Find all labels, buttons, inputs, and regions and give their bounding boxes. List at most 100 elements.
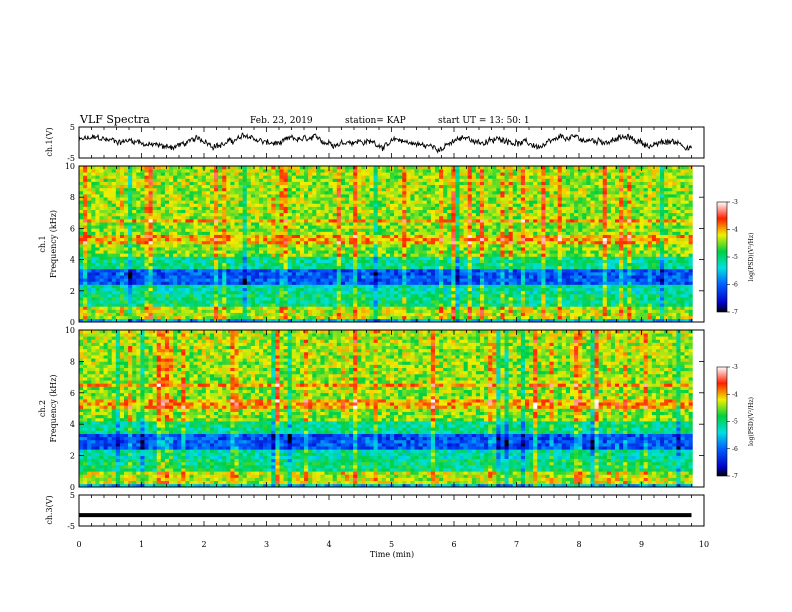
spectrogram-cell	[578, 247, 583, 251]
spectrogram-cell	[353, 287, 358, 292]
spectrogram-cell	[107, 300, 113, 304]
spectrogram-cell	[136, 265, 141, 270]
spectrogram-cell	[631, 287, 636, 292]
spectrogram-cell	[451, 240, 456, 245]
spectrogram-cell	[242, 234, 248, 239]
spectrogram-cell	[197, 219, 203, 223]
spectrogram-cell	[361, 250, 366, 254]
spectrogram-cell	[627, 234, 632, 239]
spectrogram-cell	[570, 284, 575, 288]
spectrogram-cell	[639, 268, 644, 273]
spectrogram-cell	[422, 253, 428, 257]
spectrogram-cell	[312, 231, 317, 235]
spectrogram-cell	[426, 293, 432, 298]
spectrogram-cell	[189, 259, 194, 264]
spectrogram-cell	[177, 303, 182, 307]
spectrogram-cell	[169, 306, 174, 310]
spectrogram-cell	[144, 222, 149, 226]
spectrogram-cell	[561, 281, 567, 285]
spectrogram-cell	[422, 318, 428, 323]
spectrogram-cell	[373, 219, 378, 223]
spectrogram-cell	[406, 228, 411, 232]
spectrogram-cell	[631, 303, 636, 307]
spectrogram-cell	[459, 290, 464, 295]
spectrogram-cell	[267, 225, 272, 229]
spectrogram-cell	[209, 222, 215, 226]
spectrogram-cell	[214, 293, 219, 298]
spectrogram-cell	[430, 290, 436, 295]
spectrogram-cell	[369, 318, 374, 323]
spectrogram-cell	[586, 309, 591, 313]
spectrogram-cell	[279, 268, 284, 273]
spectrogram-cell	[254, 253, 260, 257]
spectrogram-cell	[479, 265, 485, 270]
spectrogram-cell	[254, 259, 260, 264]
spectrogram-cell	[565, 268, 571, 273]
spectrogram-cell	[328, 219, 333, 223]
spectrogram-cell	[635, 297, 640, 301]
spectrogram-cell	[369, 275, 374, 279]
spectrogram-cell	[639, 247, 644, 251]
spectrogram-cell	[148, 253, 153, 257]
spectrogram-cell	[606, 278, 612, 282]
spectrogram-cell	[185, 281, 190, 285]
spectrogram-cell	[144, 281, 149, 285]
spectrogram-cell	[332, 228, 338, 232]
spectrogram-cell	[83, 253, 88, 257]
spectrogram-cell	[439, 275, 444, 279]
spectrogram-cell	[95, 290, 100, 295]
spectrogram-cell	[299, 259, 305, 264]
spectrogram-cell	[254, 309, 260, 313]
spectrogram-cell	[643, 287, 649, 292]
spectrogram-cell	[259, 300, 264, 304]
spectrogram-cell	[230, 225, 235, 229]
spectrogram-cell	[377, 222, 383, 226]
spectrogram-cell	[103, 287, 108, 292]
spectrogram-cell	[398, 240, 403, 245]
spectrogram-cell	[234, 219, 239, 223]
spectrogram-cell	[152, 306, 158, 310]
spectrogram-cell	[598, 278, 604, 282]
spectrogram-cell	[156, 219, 162, 223]
spectrogram-cell	[259, 268, 264, 273]
spectrogram-cell	[349, 265, 354, 270]
spectrogram-cell	[516, 265, 522, 270]
spectrogram-cell	[385, 262, 391, 267]
spectrogram-cell	[631, 306, 636, 310]
spectrogram-cell	[520, 222, 526, 226]
spectrogram-cell	[615, 256, 620, 260]
spectrogram-cell	[459, 293, 464, 298]
spectrogram-cell	[402, 259, 407, 264]
spectrogram-cell	[332, 290, 338, 295]
spectrogram-cell	[434, 222, 440, 226]
spectrogram-cell	[111, 228, 117, 232]
spectrogram-cell	[169, 303, 174, 307]
spectrogram-cell	[283, 222, 288, 226]
spectrogram-cell	[467, 315, 473, 320]
spectrogram-cell	[492, 231, 497, 235]
spectrogram-cell	[439, 315, 444, 320]
spectrogram-cell	[160, 262, 166, 267]
spectrogram-cell	[242, 309, 248, 313]
spectrogram-cell	[574, 278, 579, 282]
spectrogram-cell	[197, 309, 203, 313]
spectrogram-cell	[283, 244, 288, 248]
spectrogram-cell	[79, 315, 84, 320]
spectrogram-cell	[99, 297, 104, 301]
spectrogram-cell	[660, 287, 665, 292]
spectrogram-cell	[275, 293, 280, 298]
spectrogram-cell	[140, 275, 145, 279]
spectrogram-cell	[598, 309, 604, 313]
spectrogram-cell	[234, 250, 239, 254]
spectrogram-cell	[283, 231, 288, 235]
spectrogram-cell	[119, 228, 125, 232]
spectrogram-cell	[578, 275, 583, 279]
spectrogram-cell	[373, 247, 378, 251]
spectrogram-cell	[463, 303, 469, 307]
spectrogram-cell	[688, 278, 694, 282]
spectrogram-cell	[467, 234, 473, 239]
spectrogram-cell	[582, 268, 587, 273]
spectrogram-cell	[99, 287, 104, 292]
spectrogram-cell	[226, 278, 231, 282]
spectrogram-cell	[426, 234, 432, 239]
